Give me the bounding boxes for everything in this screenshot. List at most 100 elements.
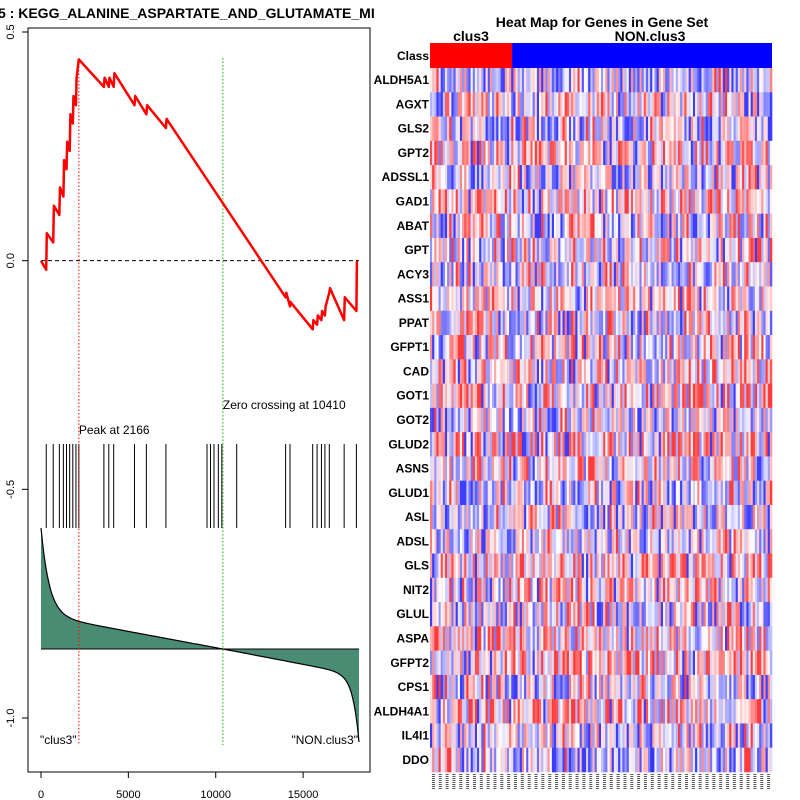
heat-cell bbox=[594, 140, 598, 166]
heat-cell bbox=[658, 92, 662, 117]
heat-cell bbox=[496, 577, 499, 603]
heatmap-row-ASNS bbox=[430, 456, 773, 481]
heat-cell bbox=[609, 383, 612, 409]
heat-cell bbox=[742, 432, 745, 457]
heat-cell bbox=[524, 383, 527, 409]
heat-cell bbox=[729, 480, 732, 506]
heat-cell bbox=[479, 577, 482, 603]
heat-cell bbox=[496, 359, 499, 384]
heat-cell bbox=[530, 165, 533, 190]
heat-cell bbox=[577, 650, 580, 676]
heat-cell bbox=[451, 140, 454, 166]
heat-cell bbox=[494, 286, 497, 312]
heat-cell bbox=[759, 213, 762, 239]
heat-cell bbox=[613, 140, 617, 166]
heat-cell bbox=[442, 577, 446, 603]
heat-cell bbox=[596, 723, 600, 749]
heat-cell bbox=[615, 553, 619, 579]
heat-cell bbox=[671, 189, 674, 214]
heat-cell bbox=[620, 456, 623, 481]
gene-label-PPAT: PPAT bbox=[399, 316, 430, 330]
heat-cell bbox=[451, 456, 454, 481]
heat-cell bbox=[767, 504, 771, 530]
heat-cell bbox=[562, 553, 565, 579]
heat-cell bbox=[494, 237, 497, 263]
heat-cell bbox=[442, 747, 446, 773]
heat-cell bbox=[727, 504, 730, 530]
heat-cell bbox=[579, 674, 583, 700]
heat-cell bbox=[650, 747, 653, 773]
heat-cell bbox=[502, 189, 506, 214]
heat-cell bbox=[489, 723, 493, 749]
heat-cell bbox=[752, 456, 756, 481]
heat-cell bbox=[748, 602, 751, 627]
heat-cell bbox=[686, 68, 689, 93]
heat-cell bbox=[526, 602, 529, 627]
heat-cell bbox=[526, 553, 529, 579]
heat-cell bbox=[733, 747, 736, 773]
heat-cell bbox=[714, 577, 717, 603]
heat-cell bbox=[453, 359, 456, 384]
heat-cell bbox=[539, 237, 542, 263]
heat-cell bbox=[637, 529, 640, 554]
heat-cell bbox=[626, 504, 630, 530]
heat-cell bbox=[474, 92, 478, 117]
heat-cell bbox=[506, 237, 510, 263]
heat-cell bbox=[596, 262, 600, 287]
heat-cell bbox=[594, 68, 598, 93]
heat-cell bbox=[468, 262, 471, 287]
heat-cell bbox=[737, 674, 741, 700]
heat-cell bbox=[752, 310, 756, 336]
heat-cell bbox=[763, 456, 766, 481]
heat-cell bbox=[643, 674, 647, 700]
heat-cell bbox=[714, 213, 717, 239]
heat-cell bbox=[596, 165, 600, 190]
heat-cell bbox=[434, 189, 437, 214]
heat-cell bbox=[534, 504, 538, 530]
heat-cell bbox=[498, 407, 501, 433]
heat-cell bbox=[459, 237, 463, 263]
heat-cell bbox=[566, 577, 570, 603]
heat-cell bbox=[710, 577, 713, 603]
heat-cell bbox=[524, 407, 527, 433]
heat-cell bbox=[718, 432, 721, 457]
heat-cell bbox=[500, 189, 503, 214]
heat-cell bbox=[553, 723, 557, 749]
heat-cell bbox=[680, 480, 683, 506]
heat-cell bbox=[658, 383, 662, 409]
heat-cell bbox=[485, 68, 489, 93]
heat-cell bbox=[686, 165, 689, 190]
heat-cell bbox=[611, 456, 615, 481]
heat-cell bbox=[718, 383, 721, 409]
heat-cell bbox=[506, 504, 510, 530]
heat-cell bbox=[558, 189, 561, 214]
heat-cell bbox=[643, 699, 647, 724]
heat-cell bbox=[699, 189, 702, 214]
heat-cell bbox=[504, 602, 508, 627]
heat-cell bbox=[727, 383, 730, 409]
heat-cell bbox=[530, 723, 533, 749]
heat-cell bbox=[566, 626, 570, 651]
heat-cell bbox=[754, 650, 758, 676]
heat-cell bbox=[742, 456, 745, 481]
heat-cell bbox=[628, 504, 632, 530]
heat-cell bbox=[637, 237, 640, 263]
heat-cell bbox=[660, 407, 664, 433]
heat-cell bbox=[539, 504, 542, 530]
heat-cell bbox=[586, 359, 589, 384]
heat-cell bbox=[701, 140, 704, 166]
heat-cell bbox=[588, 456, 591, 481]
heat-cell bbox=[596, 68, 600, 93]
heat-cell bbox=[521, 407, 525, 433]
heat-cell bbox=[667, 747, 670, 773]
heat-cell bbox=[748, 286, 751, 312]
heat-cell bbox=[528, 310, 531, 336]
heat-cell bbox=[477, 553, 480, 579]
heat-cell bbox=[583, 335, 587, 360]
heat-cell bbox=[662, 407, 666, 433]
heat-cell bbox=[541, 92, 544, 117]
heat-cell bbox=[590, 747, 593, 773]
heat-cell bbox=[549, 213, 553, 239]
heat-cell bbox=[626, 529, 630, 554]
heat-cell bbox=[677, 674, 681, 700]
